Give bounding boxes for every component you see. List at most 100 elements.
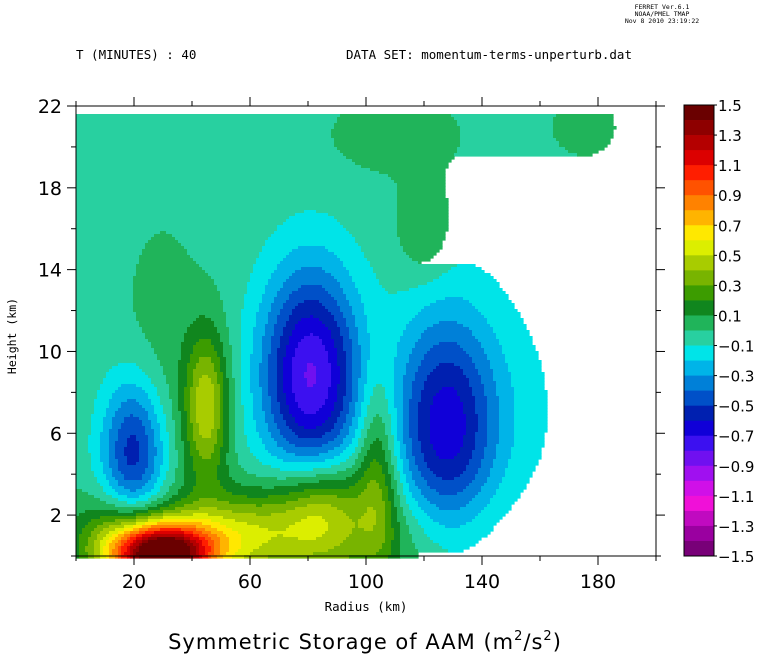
contour-cell [274,417,284,421]
contour-cell [487,354,506,358]
contour-cell [463,441,476,445]
contour-cell [178,465,185,469]
contour-cell [214,540,221,544]
contour-cell [106,474,113,478]
contour-cell [343,288,359,292]
contour-cell [388,465,395,469]
contour-cell [76,258,140,262]
contour-cell [199,357,212,361]
contour-cell [178,456,185,460]
contour-cell [484,387,497,391]
contour-cell [235,405,245,409]
contour-cell [148,498,158,502]
contour-cell [76,555,80,559]
contour-cell [271,336,281,340]
contour-cell [505,360,542,364]
contour-cell [241,372,251,376]
contour-cell [343,423,353,427]
contour-cell [76,363,119,367]
contour-cell [472,519,500,523]
contour-cell [313,315,335,319]
contour-cell [76,297,134,301]
contour-cell [361,477,386,481]
contour-cell [76,402,95,406]
contour-cell [208,534,218,538]
contour-cell [76,201,398,205]
contour-cell [259,252,290,256]
contour-cell [208,540,215,544]
stamp-line: NOAA/PMEL TMAP [634,10,690,18]
contour-cell [253,411,266,415]
contour-cell [169,465,179,469]
contour-cell [268,366,278,370]
contour-cell [487,432,500,436]
contour-cell [160,399,173,403]
contour-cell [418,408,431,412]
contour-cell [514,393,548,397]
contour-cell [463,444,476,448]
contour-cell [109,462,119,466]
contour-cell [316,210,398,214]
contour-cell [421,444,434,448]
contour-cell [391,432,398,436]
contour-cell [241,369,251,373]
contour-cell [88,447,101,451]
contour-cell [334,438,344,442]
contour-cell [427,465,467,469]
contour-cell [490,471,506,475]
contour-cell [145,372,164,376]
contour-cell [397,465,404,469]
contour-cell [412,258,431,262]
contour-cell [184,468,194,472]
contour-cell [385,501,392,505]
contour-cell [316,411,332,415]
contour-cell [292,369,308,373]
contour-cell [472,333,497,337]
contour-cell [400,444,407,448]
contour-cell [223,381,230,385]
contour-cell [277,441,290,445]
contour-cell [277,267,302,271]
contour-cell [157,504,170,508]
contour-cell [190,537,200,541]
contour-cell [352,369,362,373]
contour-cell [412,453,425,457]
contour-cell [406,498,416,502]
contour-cell [79,534,92,538]
contour-cell [421,360,473,364]
contour-cell [430,420,467,424]
contour-cell [229,336,242,340]
contour-cell [88,441,101,445]
contour-cell [406,363,422,367]
contour-cell [229,420,236,424]
contour-cell [373,267,452,271]
contour-cell [403,462,410,466]
contour-cell [289,252,335,256]
contour-cell [478,429,488,433]
contour-cell [100,444,110,448]
contour-cell [268,375,278,379]
contour-cell [499,405,515,409]
contour-cell [145,333,185,337]
contour-cell [262,354,269,358]
contour-cell [379,414,392,418]
contour-cell [136,264,200,268]
contour-cell [430,303,473,307]
contour-cell [364,252,407,256]
contour-cell [76,180,395,184]
contour-cell [187,414,191,418]
contour-cell [190,324,215,328]
contour-cell [346,363,353,367]
contour-cell [250,360,263,364]
contour-cell [346,393,353,397]
contour-cell [424,510,482,514]
contour-cell [187,375,194,379]
contour-cell [196,540,203,544]
contour-cell [223,417,230,421]
contour-cell [76,174,389,178]
contour-cell [433,396,461,400]
contour-cell [373,417,383,421]
contour-cell [265,243,359,247]
contour-cell [355,462,362,466]
contour-cell [184,246,263,250]
